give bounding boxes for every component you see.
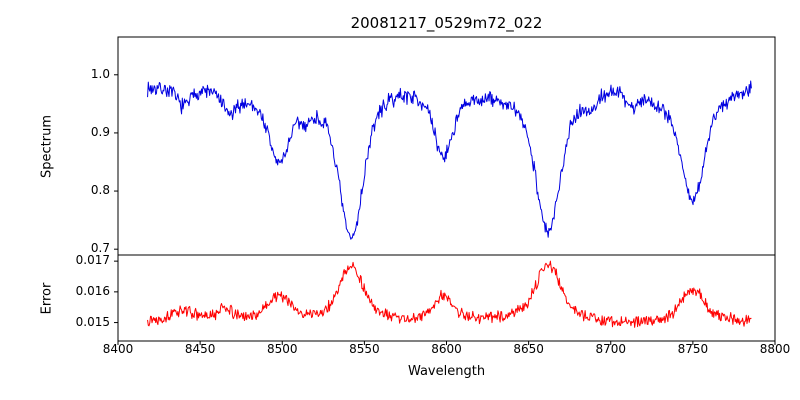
x-tick-label: 8450 [184,342,216,356]
spectrum-y-tick-label: 0.9 [90,124,110,139]
x-tick-label: 8600 [431,342,462,356]
spectrum-y-tick-label: 0.8 [90,183,110,198]
error-line [147,260,752,328]
wavelength-axis-label: Wavelength [407,364,486,379]
spectrum-y-tick-label: 1.0 [90,66,110,81]
x-tick-label: 8800 [759,342,791,356]
x-tick-label: 8650 [513,342,544,356]
error-y-tick-label: 0.015 [75,314,110,329]
error-y-tick-label: 0.017 [75,253,110,268]
spectrum-y-tick-label: 0.7 [90,241,110,256]
chart-title: 20081217_0529m72_022 [350,14,543,32]
x-tick-label: 8500 [266,342,298,356]
error-y-tick-label: 0.016 [75,283,110,298]
x-tick-label: 8700 [595,342,627,356]
spectrum-line [147,80,752,240]
x-tick-label: 8550 [349,342,380,356]
x-tick-label: 8400 [102,342,134,356]
x-tick-label: 8750 [677,342,709,356]
